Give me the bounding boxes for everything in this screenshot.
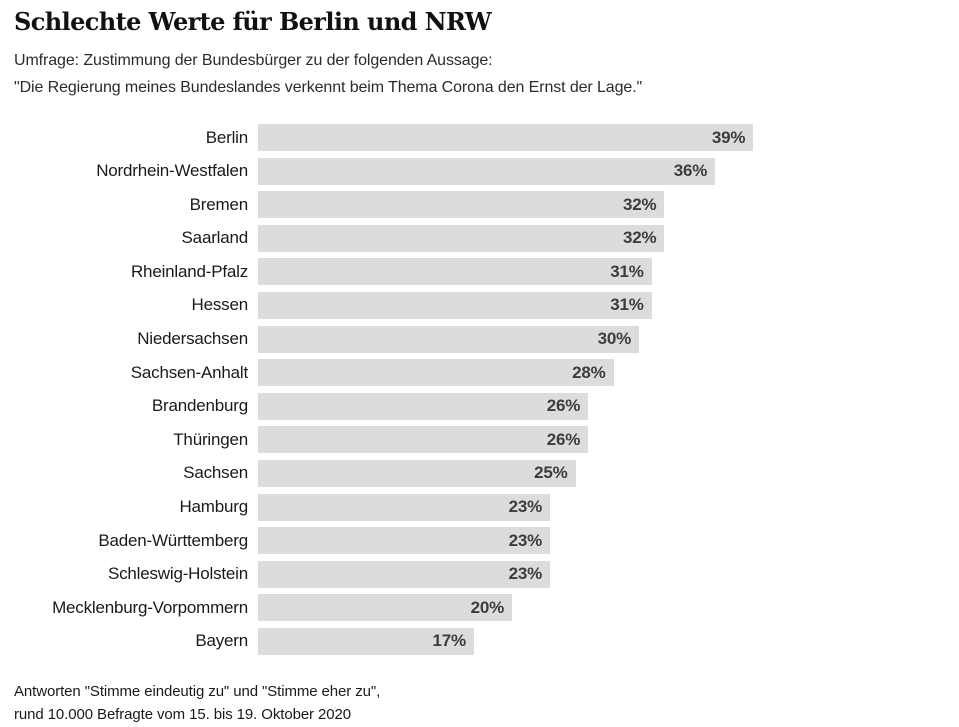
bar-value-label: 36% [673,161,708,181]
bar-value-label: 39% [711,127,746,147]
bar-row: Berlin 39% [14,124,945,151]
bar-row: Bayern 17% [14,627,945,655]
bar-label: Hessen [191,295,249,315]
bar-label: Bremen [189,194,249,214]
bar-label: Bayern [195,631,248,651]
subtitle-line-2: "Die Regierung meines Bundeslandes verke… [14,79,643,96]
bar-row: Thüringen 26% [14,426,945,454]
subtitle-line-1: Umfrage: Zustimmung der Bundesbürger zu … [14,52,493,69]
bar-row: Nordrhein-Westfalen 36% [14,157,945,185]
bar-label: Thüringen [173,429,248,449]
bar: 28% [258,359,614,387]
bar-row: Schleswig-Holstein 23% [14,560,945,588]
bar-row: Brandenburg 26% [14,392,945,420]
bar-value-label: 30% [597,329,632,349]
bar: 26% [258,392,589,420]
bar: 32% [258,224,665,252]
bar: 25% [258,459,576,487]
bar-chart: Berlin 39% Nordrhein-Westfalen 36% Bremen 32%… [14,124,945,655]
bar-row: Bremen 32% [14,191,945,219]
bar: 36% [258,157,716,185]
bar-label: Berlin [205,127,248,147]
bar-row: Rheinland-Pfalz 31% [14,258,945,286]
bar-row: Hamburg 23% [14,493,945,521]
bar-row: Saarland 32% [14,224,945,252]
bar-row: Sachsen-Anhalt 28% [14,359,945,387]
bar-value-label: 20% [470,597,505,617]
bar-value-label: 17% [432,631,466,651]
bar-value-label: 32% [622,194,657,214]
bar: 23% [258,493,551,521]
bar: 26% [258,426,589,454]
bar-label: Hamburg [179,497,248,517]
bar-label: Brandenburg [151,396,248,416]
bar-value-label: 23% [508,530,543,550]
bar-value-label: 31% [610,261,644,281]
bar-label: Baden-Württemberg [98,530,248,550]
bar-label: Mecklenburg-Vorpommern [52,597,248,617]
bar-value-label: 32% [622,228,657,248]
bar-value-label: 25% [534,463,568,483]
bar: 30% [258,325,639,353]
bar: 32% [258,191,665,219]
bar-value-label: 31% [610,295,644,315]
bar-value-label: 28% [572,362,606,382]
bar-label: Niedersachsen [137,329,248,349]
page-title: Schlechte Werte für Berlin und NRW [14,7,492,36]
bar-row: Hessen 31% [14,291,945,319]
bar-label: Saarland [181,228,249,248]
bar-label: Sachsen-Anhalt [130,362,248,382]
source-note: Antworten "Stimme eindeutig zu" und "Sti… [14,680,945,726]
bar: 23% [258,527,551,555]
bar-row: Niedersachsen 30% [14,325,945,353]
bar: 31% [258,258,652,286]
bar: 31% [258,291,652,319]
bar-row: Mecklenburg-Vorpommern 20% [14,594,945,622]
bar-label: Schleswig-Holstein [107,564,248,584]
bar-row: Baden-Württemberg 23% [14,527,945,555]
chart-subtitle: Umfrage: Zustimmung der Bundesbürger zu … [14,47,945,101]
bar-row: Sachsen 25% [14,459,945,487]
source-note-line-2: rund 10.000 Befragte vom 15. bis 19. Okt… [14,705,351,723]
bar-label: Sachsen [183,463,248,483]
bar: 17% [258,627,474,655]
bar: 23% [258,560,551,588]
bar: 20% [258,594,512,622]
source-note-line-1: Antworten "Stimme eindeutig zu" und "Sti… [14,682,381,700]
bar-value-label: 26% [546,396,581,416]
bar-value-label: 23% [508,497,543,517]
bar-value-label: 26% [546,429,581,449]
bar-label: Nordrhein-Westfalen [96,161,248,181]
bar: 39% [258,124,754,151]
bar-label: Rheinland-Pfalz [130,261,248,281]
bar-value-label: 23% [508,564,543,584]
